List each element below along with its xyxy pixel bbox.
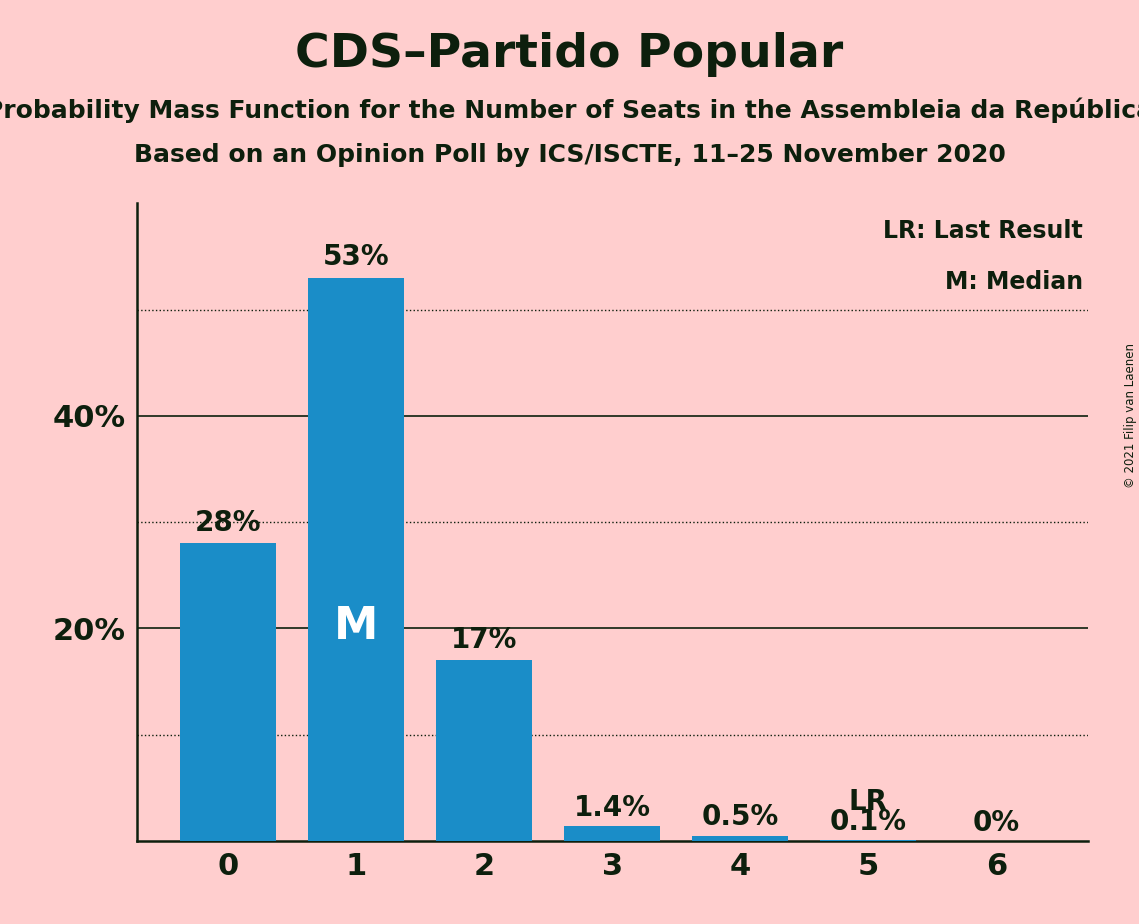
Bar bbox=[693, 835, 788, 841]
Text: 0.5%: 0.5% bbox=[702, 803, 779, 832]
Text: LR: LR bbox=[849, 788, 888, 817]
Text: CDS–Partido Popular: CDS–Partido Popular bbox=[295, 32, 844, 78]
Text: Probability Mass Function for the Number of Seats in the Assembleia da República: Probability Mass Function for the Number… bbox=[0, 97, 1139, 123]
Text: © 2021 Filip van Laenen: © 2021 Filip van Laenen bbox=[1124, 344, 1137, 488]
Text: 28%: 28% bbox=[195, 509, 261, 537]
Text: LR: Last Result: LR: Last Result bbox=[883, 219, 1083, 243]
Bar bbox=[180, 543, 276, 841]
Text: M: Median: M: Median bbox=[945, 270, 1083, 294]
Text: M: M bbox=[334, 605, 378, 649]
Text: 0.1%: 0.1% bbox=[830, 808, 907, 835]
Bar bbox=[820, 840, 917, 841]
Bar bbox=[436, 660, 532, 841]
Text: Based on an Opinion Poll by ICS/ISCTE, 11–25 November 2020: Based on an Opinion Poll by ICS/ISCTE, 1… bbox=[133, 143, 1006, 167]
Text: 53%: 53% bbox=[322, 243, 390, 272]
Text: 17%: 17% bbox=[451, 626, 517, 654]
Bar bbox=[564, 826, 661, 841]
Text: 0%: 0% bbox=[973, 808, 1021, 836]
Bar bbox=[308, 277, 404, 841]
Text: 1.4%: 1.4% bbox=[574, 794, 650, 821]
